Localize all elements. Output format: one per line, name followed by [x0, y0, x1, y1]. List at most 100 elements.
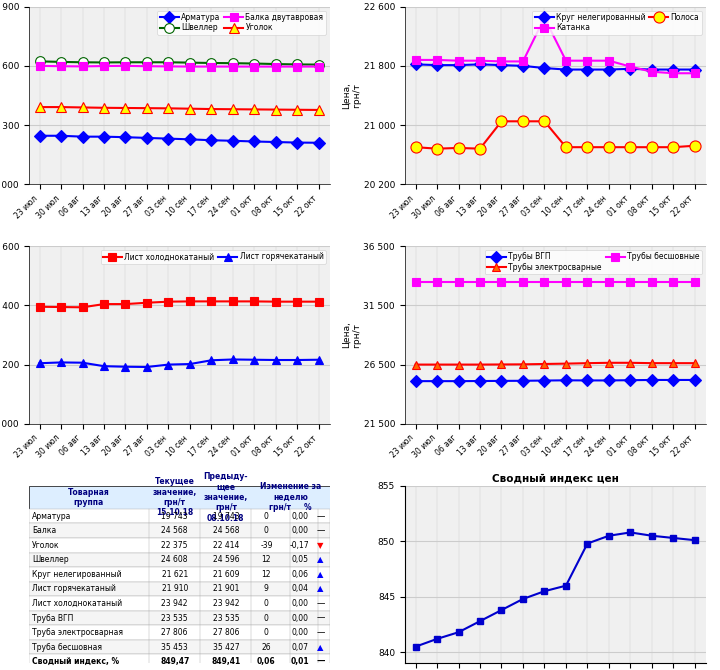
Text: 0,00: 0,00 [291, 614, 308, 622]
Bar [29, 553, 330, 567]
Лист холоднокатаный [78, 304, 87, 312]
Уголок [35, 103, 44, 111]
Швеллер [78, 58, 87, 66]
Трубы электросварные [583, 359, 592, 367]
Трубы ВГП [583, 377, 592, 385]
Лист горячекатаный [35, 359, 44, 367]
Text: ▲: ▲ [318, 555, 324, 564]
Катанка [476, 57, 485, 65]
Швеллер [250, 60, 258, 68]
Круг нелегированный [669, 66, 678, 74]
Legend: Лист холоднокатаный, Лист горячекатаный: Лист холоднокатаный, Лист горячекатаный [101, 250, 325, 264]
Лист холоднокатаный [271, 297, 280, 306]
Круг нелегированный [454, 61, 463, 69]
Трубы электросварные [518, 360, 527, 369]
Text: —: — [316, 512, 325, 521]
Трубы электросварные [647, 359, 656, 367]
Text: 23 535: 23 535 [212, 614, 239, 622]
Круг нелегированный [583, 66, 592, 74]
Лист горячекатаный [186, 360, 194, 368]
Трубы ВГП [411, 377, 420, 385]
Трубы ВГП [540, 377, 549, 385]
Text: 23 942: 23 942 [212, 599, 239, 608]
Катанка [562, 57, 570, 65]
Лист холоднокатаный [121, 300, 130, 308]
Балка двутавровая [186, 62, 194, 70]
Швеллер [228, 59, 237, 67]
Text: 0,00: 0,00 [291, 512, 308, 521]
Арматура [164, 135, 173, 143]
Text: 21 621: 21 621 [161, 570, 188, 579]
Line: Балка двутавровая: Балка двутавровая [35, 62, 323, 71]
Арматура [315, 139, 323, 147]
Трубы ВГП [498, 377, 506, 385]
Line: Арматура: Арматура [35, 131, 323, 147]
Трубы бесшовные [454, 278, 463, 286]
Уголок [57, 103, 66, 111]
Балка двутавровая [99, 62, 108, 70]
Лист холоднокатаный [207, 297, 216, 306]
Text: Предыду-
щее
значение,
грн/т
08.10.18: Предыду- щее значение, грн/т 08.10.18 [204, 472, 248, 523]
Лист холоднокатаный [99, 300, 108, 308]
Text: ▼: ▼ [318, 541, 324, 550]
Трубы электросварные [562, 360, 570, 368]
Text: 23 942: 23 942 [161, 599, 188, 608]
Text: Швеллер: Швеллер [32, 555, 68, 564]
Трубы электросварные [433, 360, 441, 369]
Балка двутавровая [250, 62, 258, 70]
Полоса [605, 143, 613, 151]
Арматура [121, 133, 130, 141]
Лист холоднокатаный [228, 297, 237, 306]
Трубы бесшовные [605, 278, 613, 286]
Полоса [411, 143, 420, 151]
Лист холоднокатаный [35, 303, 44, 311]
Лист горячекатаный [228, 356, 237, 364]
Лист горячекатаный [57, 358, 66, 366]
Text: 849,41: 849,41 [211, 657, 240, 666]
Балка двутавровая [228, 62, 237, 70]
Арматура [271, 138, 280, 146]
Text: 0: 0 [264, 512, 269, 521]
Лист горячекатаный [78, 358, 87, 366]
Line: Лист горячекатаный: Лист горячекатаный [35, 355, 323, 371]
Катанка [690, 69, 699, 77]
Text: Сводный индекс, %: Сводный индекс, % [32, 657, 119, 666]
Text: ▲: ▲ [318, 643, 324, 652]
Балка двутавровая [143, 62, 151, 70]
Уголок [228, 105, 237, 113]
Line: Круг нелегированный: Круг нелегированный [411, 60, 699, 74]
Трубы ВГП [454, 377, 463, 385]
Text: Лист холоднокатаный: Лист холоднокатаный [32, 599, 122, 608]
Лист холоднокатаный [293, 297, 302, 306]
Полоса [669, 143, 678, 151]
Text: -0,17: -0,17 [289, 541, 310, 550]
Text: 35 453: 35 453 [161, 643, 188, 652]
Уголок [186, 105, 194, 113]
Line: Трубы электросварные: Трубы электросварные [411, 358, 699, 369]
Катанка [411, 56, 420, 64]
Трубы бесшовные [626, 278, 635, 286]
Text: 0,07: 0,07 [291, 643, 308, 652]
Полоса [476, 145, 485, 153]
Text: -39: -39 [260, 541, 273, 550]
Трубы электросварные [454, 360, 463, 369]
Text: Труба бесшовная: Труба бесшовная [32, 643, 102, 652]
Bar [29, 625, 330, 640]
Text: Лист горячекатаный: Лист горячекатаный [32, 584, 116, 594]
Лист горячекатаный [164, 360, 173, 369]
Арматура [78, 133, 87, 141]
Bar [29, 596, 330, 611]
Полоса [647, 143, 656, 151]
Bar [29, 655, 330, 669]
Уголок [99, 104, 108, 112]
Круг нелегированный [626, 65, 635, 73]
Line: Швеллер: Швеллер [35, 56, 324, 70]
Полоса [583, 143, 592, 151]
Арматура [250, 137, 258, 145]
Швеллер [143, 58, 151, 66]
Text: 12: 12 [261, 570, 271, 579]
Bar [29, 509, 330, 523]
Legend: Трубы ВГП, Трубы электросварные, Трубы бесшовные: Трубы ВГП, Трубы электросварные, Трубы б… [485, 250, 702, 274]
Катанка [540, 14, 549, 22]
Уголок [143, 104, 151, 112]
